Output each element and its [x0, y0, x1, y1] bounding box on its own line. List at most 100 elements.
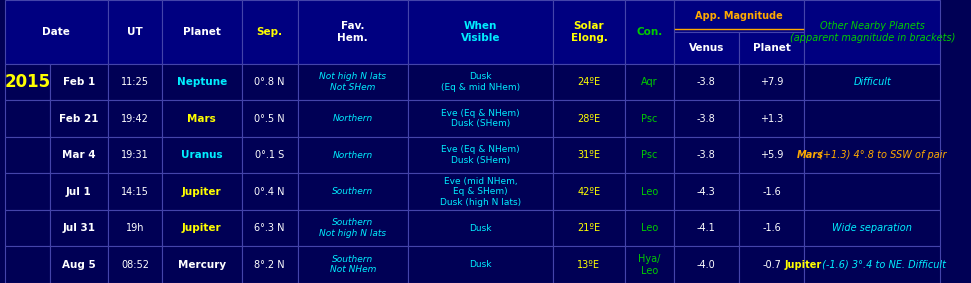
Bar — [162, 210, 242, 246]
Bar — [242, 173, 298, 210]
Bar — [805, 0, 940, 64]
Bar — [108, 0, 162, 64]
Text: 0°.4 N: 0°.4 N — [254, 186, 285, 197]
Bar — [739, 100, 805, 137]
Bar — [5, 137, 50, 173]
Text: Wide separation: Wide separation — [832, 223, 912, 233]
Bar — [242, 100, 298, 137]
Bar — [739, 137, 805, 173]
Text: Mar 4: Mar 4 — [62, 150, 96, 160]
Bar — [552, 137, 625, 173]
Text: 14:15: 14:15 — [121, 186, 149, 197]
Bar — [552, 173, 625, 210]
Bar — [625, 137, 674, 173]
Text: -3.8: -3.8 — [697, 77, 716, 87]
Bar — [50, 246, 108, 283]
Bar — [50, 210, 108, 246]
Bar — [162, 137, 242, 173]
Text: Jupiter: Jupiter — [785, 260, 822, 270]
Bar — [242, 210, 298, 246]
Text: Northern: Northern — [333, 114, 373, 123]
Text: App. Magnitude: App. Magnitude — [695, 11, 783, 21]
Text: Sep.: Sep. — [256, 27, 283, 37]
Text: Psc: Psc — [641, 150, 657, 160]
Bar — [625, 210, 674, 246]
Bar — [162, 100, 242, 137]
Bar — [298, 210, 408, 246]
Text: Aqr: Aqr — [641, 77, 657, 87]
Bar — [108, 100, 162, 137]
Text: Leo: Leo — [641, 223, 658, 233]
Text: Eve (Eq & NHem)
Dusk (SHem): Eve (Eq & NHem) Dusk (SHem) — [441, 109, 519, 128]
Bar — [739, 210, 805, 246]
Text: Fav.
Hem.: Fav. Hem. — [338, 21, 368, 43]
Bar — [805, 64, 940, 100]
Text: -3.8: -3.8 — [697, 113, 716, 123]
Bar — [408, 246, 552, 283]
Bar — [50, 173, 108, 210]
Bar — [552, 246, 625, 283]
Text: Mars: Mars — [797, 150, 823, 160]
Text: Planet: Planet — [753, 43, 790, 53]
Bar — [242, 246, 298, 283]
Text: Not high N lats
Not SHem: Not high N lats Not SHem — [319, 72, 386, 92]
Bar — [552, 100, 625, 137]
Text: Date: Date — [43, 27, 70, 37]
Text: Difficult: Difficult — [854, 77, 891, 87]
Bar — [5, 173, 50, 210]
Bar — [298, 64, 408, 100]
Text: UT: UT — [127, 27, 143, 37]
Text: +7.9: +7.9 — [760, 77, 784, 87]
Text: 19:42: 19:42 — [121, 113, 149, 123]
Text: -1.6: -1.6 — [762, 223, 781, 233]
Text: -0.7: -0.7 — [762, 260, 782, 270]
Bar — [408, 100, 552, 137]
Bar — [674, 0, 805, 32]
Text: -4.1: -4.1 — [697, 223, 716, 233]
Text: 8°.2 N: 8°.2 N — [254, 260, 285, 270]
Text: Other Nearby Planets
(apparent magnitude in brackets): Other Nearby Planets (apparent magnitude… — [789, 21, 954, 43]
Text: 0°.8 N: 0°.8 N — [254, 77, 285, 87]
Text: 2015: 2015 — [5, 73, 50, 91]
Bar — [108, 137, 162, 173]
Bar — [408, 137, 552, 173]
Text: -4.3: -4.3 — [697, 186, 716, 197]
Bar — [5, 0, 108, 64]
Bar — [625, 100, 674, 137]
Bar — [408, 173, 552, 210]
Text: Dusk
(Eq & mid NHem): Dusk (Eq & mid NHem) — [441, 72, 520, 92]
Text: Feb 1: Feb 1 — [63, 77, 95, 87]
Bar — [805, 137, 940, 173]
Text: Hya/
Leo: Hya/ Leo — [638, 254, 660, 276]
Text: Mercury: Mercury — [178, 260, 226, 270]
Text: When
Visible: When Visible — [460, 21, 500, 43]
Bar — [298, 100, 408, 137]
Text: (+1.3) 4°.8 to SSW of pair: (+1.3) 4°.8 to SSW of pair — [817, 150, 947, 160]
Bar — [408, 210, 552, 246]
Bar — [674, 64, 739, 100]
Bar — [674, 210, 739, 246]
Bar — [552, 64, 625, 100]
Text: Eve (Eq & NHem)
Dusk (SHem): Eve (Eq & NHem) Dusk (SHem) — [441, 145, 519, 165]
Bar — [805, 173, 940, 210]
Text: Southern: Southern — [332, 187, 374, 196]
Text: Jul 31: Jul 31 — [62, 223, 95, 233]
Bar — [298, 0, 408, 64]
Text: Solar
Elong.: Solar Elong. — [571, 21, 608, 43]
Bar — [408, 64, 552, 100]
Text: Neptune: Neptune — [177, 77, 227, 87]
Bar — [674, 137, 739, 173]
Bar — [625, 246, 674, 283]
Bar — [298, 173, 408, 210]
Bar — [242, 0, 298, 64]
Text: Mars: Mars — [187, 113, 217, 123]
Bar — [552, 0, 625, 64]
Bar — [625, 0, 674, 64]
Text: -1.6: -1.6 — [762, 186, 781, 197]
Text: 11:25: 11:25 — [121, 77, 149, 87]
Text: 08:52: 08:52 — [121, 260, 149, 270]
Text: 19h: 19h — [125, 223, 145, 233]
Text: Dusk: Dusk — [469, 224, 491, 233]
Bar — [739, 246, 805, 283]
Bar — [805, 100, 940, 137]
